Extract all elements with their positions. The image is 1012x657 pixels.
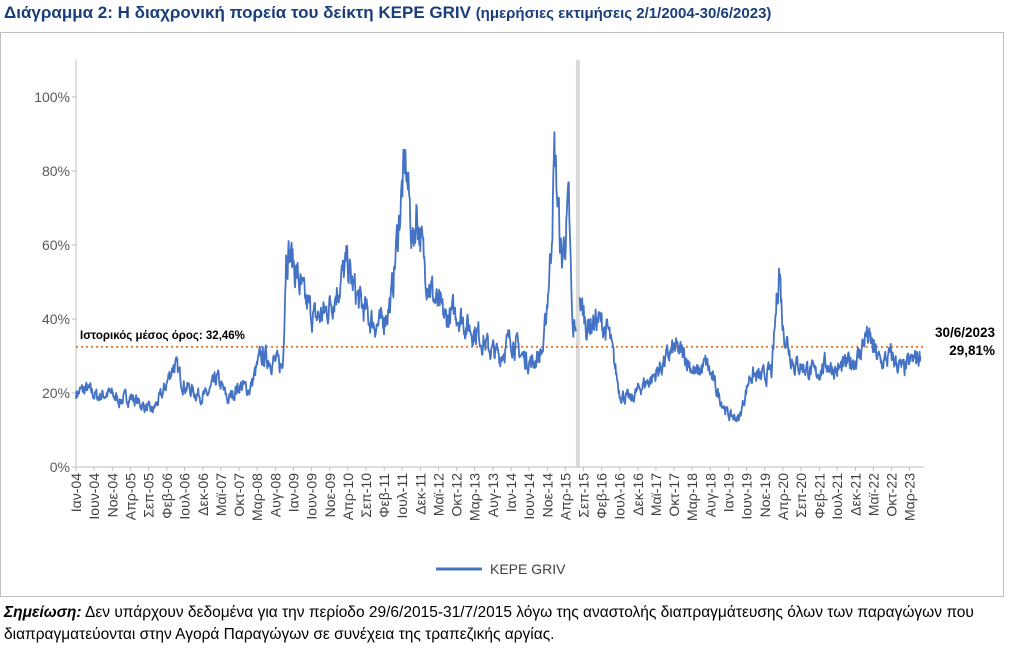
x-tick-label: Απρ-05	[122, 473, 138, 520]
x-tick-label: Νοε-19	[757, 473, 773, 518]
y-tick-label: 60%	[42, 237, 70, 253]
x-tick-label: Σεπ-10	[358, 473, 374, 518]
end-annotation-value: 29,81%	[949, 343, 995, 358]
x-tick-label: Σεπ-20	[793, 473, 809, 518]
x-tick-label: Δεκ-16	[630, 473, 646, 516]
x-tick-label: Οκτ-17	[666, 473, 682, 517]
x-tick-label: Ιουλ-11	[394, 473, 410, 519]
chart: 0%20%40%60%80%100% Ιαν-04 Ιουν-04 Νοε-04 Απ…	[34, 60, 996, 577]
x-tick-label: Οκτ-07	[231, 473, 247, 517]
x-tick-label: Φεβ-06	[159, 473, 175, 519]
chart-title-sub: (ημερήσιες εκτιμήσεις 2/1/2004-30/6/2023…	[475, 5, 772, 22]
x-tick-label: Ιουλ-21	[829, 473, 845, 520]
x-tick-label: Φεβ-16	[594, 473, 610, 519]
chart-title-main: Διάγραμμα 2: Η διαχρονική πορεία του δεί…	[4, 3, 471, 22]
legend-label: KEPE GRIV	[490, 561, 566, 577]
x-tick-label: Ιουν-09	[304, 473, 320, 520]
x-tick-label: Δεκ-06	[195, 473, 211, 516]
x-tick-label: Ιουν-14	[521, 473, 537, 520]
x-tick-label: Νοε-09	[322, 473, 338, 518]
x-tick-label: Αυγ-08	[267, 473, 283, 517]
x-tick-label: Ιαν-14	[503, 473, 519, 512]
footnote-label: Σημείωση:	[4, 604, 82, 621]
x-tick-label: Μαϊ-22	[865, 473, 881, 516]
footnote: Σημείωση: Δεν υπάρχουν δεδομένα για την …	[4, 602, 1004, 646]
x-tick-label: Μαρ-23	[902, 473, 918, 521]
x-tick-label: Μαρ-08	[249, 473, 265, 521]
x-tick-label: Δεκ-21	[847, 473, 863, 516]
y-tick-label: 80%	[42, 163, 70, 179]
x-tick-label: Ιαν-09	[286, 473, 302, 512]
x-tick-label: Μαϊ-07	[213, 473, 229, 516]
x-tick-label: Δεκ-11	[412, 473, 428, 515]
x-tick-label: Μαρ-13	[467, 473, 483, 521]
x-tick-label: Μαϊ-12	[430, 473, 446, 516]
y-tick-label: 100%	[34, 89, 70, 105]
x-tick-label: Οκτ-12	[449, 473, 465, 517]
x-tick-label: Νοε-04	[104, 473, 120, 518]
x-tick-label: Αυγ-18	[702, 473, 718, 517]
mean-line-label: Ιστορικός μέσος όρος: 32,46%	[80, 330, 245, 342]
data-gap-band	[575, 60, 580, 467]
footnote-text: Δεν υπάρχουν δεδομένα για την περίοδο 29…	[4, 604, 974, 643]
x-tick-label: Απρ-10	[340, 473, 356, 520]
x-tick-label: Ιαν-04	[68, 473, 84, 512]
x-tick-label: Ιουλ-16	[612, 473, 628, 520]
y-tick-label: 0%	[50, 459, 70, 475]
x-tick-label: Σεπ-05	[141, 473, 157, 518]
x-tick-label: Μαρ-18	[684, 473, 700, 521]
x-tick-label: Οκτ-22	[884, 473, 900, 517]
x-tick-label: Αυγ-13	[485, 473, 501, 517]
series-line-kepe-griv-after-gap	[578, 267, 922, 423]
x-tick-label: Ιαν-19	[721, 473, 737, 512]
chart-frame	[0, 32, 1004, 597]
x-tick-label: Μαϊ-17	[648, 473, 664, 516]
x-tick-label: Φεβ-21	[811, 473, 827, 519]
series-line-kepe-griv	[75, 131, 577, 414]
x-tick-label: Απρ-20	[775, 473, 791, 520]
x-tick-label: Φεβ-11	[376, 473, 392, 518]
y-tick-label: 20%	[42, 385, 70, 401]
x-tick-label: Ιουν-19	[739, 473, 755, 520]
x-tick-label: Απρ-15	[557, 473, 573, 520]
end-annotation-date: 30/6/2023	[935, 325, 996, 340]
x-tick-label: Σεπ-15	[575, 473, 591, 518]
chart-title: Διάγραμμα 2: Η διαχρονική πορεία του δεί…	[4, 3, 771, 23]
x-tick-label: Νοε-14	[539, 473, 555, 518]
x-tick-label: Ιουλ-06	[177, 473, 193, 520]
y-tick-label: 40%	[42, 311, 70, 327]
x-tick-label: Ιουν-04	[86, 473, 102, 520]
